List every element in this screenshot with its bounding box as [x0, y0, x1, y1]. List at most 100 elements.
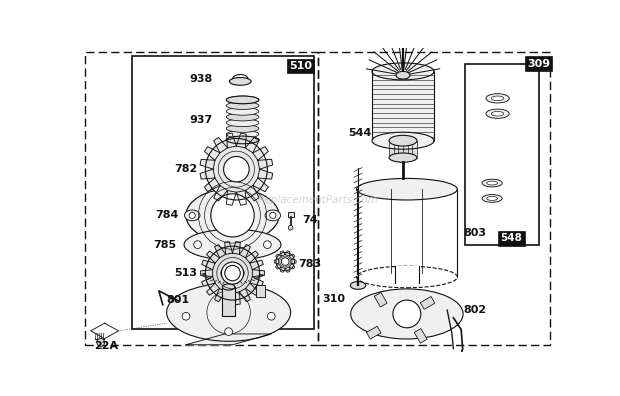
- Ellipse shape: [486, 109, 509, 118]
- Polygon shape: [239, 245, 250, 258]
- Text: 801: 801: [167, 295, 190, 305]
- Polygon shape: [225, 242, 232, 254]
- Ellipse shape: [350, 282, 366, 289]
- Polygon shape: [274, 259, 278, 264]
- Text: 803: 803: [463, 228, 487, 238]
- Text: 783: 783: [298, 259, 322, 269]
- Ellipse shape: [487, 181, 497, 185]
- Polygon shape: [236, 133, 246, 148]
- Ellipse shape: [226, 96, 259, 104]
- Text: 544: 544: [348, 128, 372, 138]
- Ellipse shape: [491, 111, 503, 116]
- Polygon shape: [232, 242, 240, 254]
- Text: 782: 782: [174, 164, 198, 174]
- Circle shape: [288, 225, 293, 230]
- Polygon shape: [250, 277, 264, 286]
- Circle shape: [182, 312, 190, 320]
- Polygon shape: [206, 251, 219, 263]
- Ellipse shape: [226, 119, 259, 127]
- Polygon shape: [246, 283, 259, 295]
- Polygon shape: [200, 169, 215, 179]
- Ellipse shape: [229, 78, 251, 85]
- Polygon shape: [285, 267, 290, 272]
- Polygon shape: [186, 334, 272, 345]
- Ellipse shape: [389, 135, 417, 146]
- Bar: [288, 212, 294, 217]
- Circle shape: [205, 138, 267, 200]
- Polygon shape: [258, 159, 273, 169]
- Bar: [396, 266, 418, 283]
- Polygon shape: [200, 159, 215, 169]
- Ellipse shape: [223, 284, 235, 290]
- Text: 784: 784: [155, 210, 179, 221]
- Ellipse shape: [226, 96, 259, 104]
- Bar: [86, 52, 317, 345]
- Circle shape: [270, 212, 276, 219]
- Ellipse shape: [396, 71, 410, 79]
- Circle shape: [97, 339, 105, 346]
- Bar: [447, 365, 464, 375]
- Polygon shape: [225, 292, 232, 305]
- Polygon shape: [91, 323, 118, 339]
- Polygon shape: [214, 137, 228, 153]
- Bar: [420, 297, 435, 309]
- Polygon shape: [226, 190, 236, 205]
- Bar: [131, 56, 314, 329]
- Polygon shape: [252, 270, 264, 277]
- Polygon shape: [205, 178, 220, 192]
- Circle shape: [393, 300, 421, 328]
- Ellipse shape: [221, 265, 244, 281]
- Polygon shape: [232, 292, 240, 305]
- Bar: [372, 71, 434, 141]
- Polygon shape: [239, 288, 250, 302]
- Ellipse shape: [226, 136, 259, 144]
- Ellipse shape: [486, 94, 509, 103]
- Polygon shape: [236, 190, 246, 205]
- Ellipse shape: [356, 266, 458, 288]
- Circle shape: [211, 194, 254, 237]
- Polygon shape: [285, 251, 290, 256]
- Polygon shape: [215, 245, 226, 258]
- Text: 937: 937: [190, 115, 213, 125]
- Circle shape: [193, 241, 202, 249]
- Bar: [389, 141, 417, 158]
- Circle shape: [224, 156, 249, 182]
- Ellipse shape: [372, 132, 434, 149]
- Ellipse shape: [482, 194, 502, 202]
- Ellipse shape: [184, 229, 281, 260]
- Circle shape: [264, 241, 272, 249]
- Text: 513: 513: [175, 268, 198, 278]
- Polygon shape: [206, 283, 219, 295]
- Ellipse shape: [487, 196, 497, 200]
- Polygon shape: [275, 264, 281, 269]
- Ellipse shape: [491, 96, 503, 101]
- Ellipse shape: [356, 179, 458, 200]
- Ellipse shape: [372, 63, 434, 80]
- Polygon shape: [246, 185, 259, 201]
- Bar: [357, 188, 456, 273]
- Circle shape: [281, 258, 289, 265]
- Bar: [366, 326, 381, 339]
- Text: 802: 802: [463, 305, 487, 315]
- Polygon shape: [280, 267, 285, 272]
- Text: 22A: 22A: [94, 341, 118, 351]
- Polygon shape: [246, 251, 259, 263]
- Ellipse shape: [226, 125, 259, 132]
- Bar: [414, 329, 427, 343]
- Text: 310: 310: [322, 293, 345, 304]
- Polygon shape: [202, 277, 215, 286]
- Text: ReplacementParts.com: ReplacementParts.com: [257, 195, 378, 205]
- Polygon shape: [290, 264, 295, 269]
- Text: 548: 548: [500, 234, 523, 244]
- Circle shape: [205, 246, 260, 300]
- Text: 938: 938: [190, 74, 213, 84]
- Text: 785: 785: [154, 240, 177, 249]
- Polygon shape: [253, 147, 268, 160]
- Circle shape: [189, 212, 195, 219]
- Ellipse shape: [186, 188, 279, 242]
- Polygon shape: [250, 260, 264, 270]
- Polygon shape: [280, 251, 285, 256]
- Polygon shape: [201, 270, 213, 277]
- Bar: [317, 52, 551, 345]
- Ellipse shape: [400, 43, 406, 46]
